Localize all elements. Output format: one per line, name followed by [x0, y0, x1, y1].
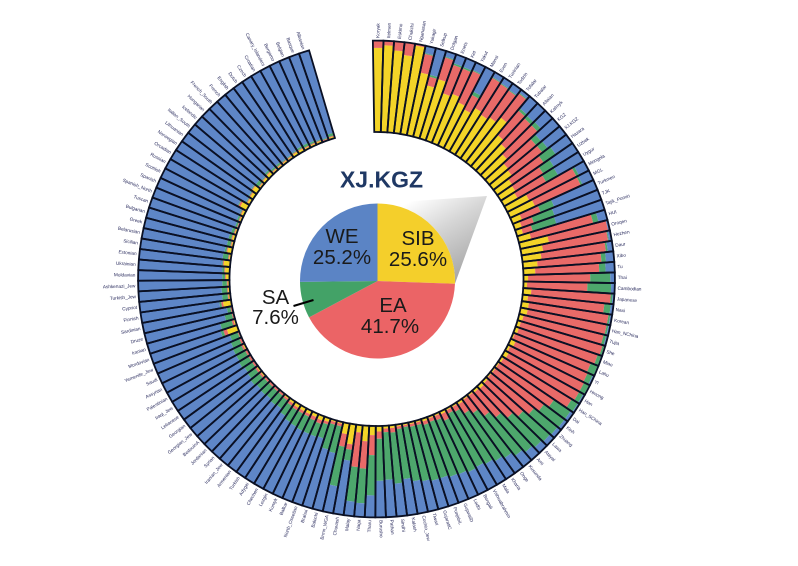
svg-text:Tuscan: Tuscan: [133, 194, 149, 204]
svg-text:7.6%: 7.6%: [252, 306, 299, 329]
svg-text:Belgian: Belgian: [275, 41, 286, 58]
svg-text:KGZ: KGZ: [556, 112, 567, 122]
svg-text:Basque: Basque: [285, 37, 295, 54]
svg-text:Enets: Enets: [460, 41, 469, 55]
svg-text:Chuvash: Chuvash: [332, 516, 340, 535]
svg-text:Yi: Yi: [594, 379, 600, 385]
svg-text:Han_NChina: Han_NChina: [612, 328, 640, 339]
svg-text:GujaratiC: GujaratiC: [442, 510, 453, 531]
svg-text:Burusho: Burusho: [378, 520, 383, 538]
svg-text:Brahui: Brahui: [300, 509, 309, 523]
svg-text:Eskimo: Eskimo: [397, 23, 403, 39]
svg-text:Japanese: Japanese: [617, 296, 638, 303]
svg-text:Uygur: Uygur: [582, 146, 596, 157]
svg-text:Miao: Miao: [602, 359, 614, 367]
svg-text:Selkup: Selkup: [439, 32, 448, 48]
svg-text:Ami: Ami: [536, 457, 545, 466]
svg-text:TJK: TJK: [601, 188, 611, 196]
svg-text:Chukchi: Chukchi: [408, 23, 415, 40]
svg-text:Lezgin: Lezgin: [258, 492, 269, 507]
svg-text:25.2%: 25.2%: [313, 246, 371, 269]
svg-text:Turkmen: Turkmen: [597, 174, 616, 186]
svg-text:Oroqen: Oroqen: [611, 218, 628, 226]
svg-text:Yakut: Yakut: [479, 50, 489, 63]
svg-text:Han: Han: [584, 398, 594, 407]
svg-text:Estonian: Estonian: [118, 249, 137, 256]
svg-text:Yukagir: Yukagir: [429, 28, 438, 45]
svg-text:Balkar: Balkar: [279, 501, 289, 516]
svg-text:Korean: Korean: [614, 318, 630, 326]
svg-text:Hmong: Hmong: [589, 389, 605, 401]
svg-text:Kumyk: Kumyk: [268, 497, 279, 513]
svg-text:MGL: MGL: [592, 167, 604, 176]
svg-text:Lodhi: Lodhi: [472, 498, 481, 511]
svg-text:Xibo: Xibo: [616, 253, 626, 259]
svg-text:Belarusian: Belarusian: [118, 226, 141, 235]
svg-text:Thai: Thai: [618, 275, 627, 280]
svg-text:Onge: Onge: [519, 471, 530, 483]
svg-text:Naxi: Naxi: [615, 307, 625, 313]
svg-text:Druze: Druze: [130, 336, 144, 344]
svg-text:Tiwari: Tiwari: [432, 513, 440, 526]
svg-text:Moldavian: Moldavian: [114, 272, 136, 277]
svg-text:Ket: Ket: [470, 49, 478, 58]
svg-text:Cambodian: Cambodian: [617, 286, 642, 292]
svg-text:HUI: HUI: [608, 209, 617, 216]
svg-text:Dolgan: Dolgan: [449, 35, 459, 51]
svg-text:Nganasan: Nganasan: [418, 20, 427, 42]
svg-text:Bengali: Bengali: [482, 494, 493, 510]
svg-text:Tu: Tu: [617, 264, 623, 269]
svg-text:Ukrainian: Ukrainian: [116, 261, 136, 267]
svg-text:Sardinian: Sardinian: [121, 326, 142, 335]
svg-text:Ashkenazi_Jew: Ashkenazi_Jew: [103, 283, 136, 289]
svg-text:WE: WE: [325, 225, 358, 248]
svg-text:PunjabiL: PunjabiL: [452, 506, 463, 525]
svg-text:Albanian: Albanian: [295, 31, 305, 50]
svg-text:Dai: Dai: [572, 417, 581, 425]
svg-text:Brmn_WGA: Brmn_WGA: [320, 514, 330, 540]
svg-text:XJ.KGZ: XJ.KGZ: [340, 167, 423, 193]
svg-text:Finnish: Finnish: [123, 315, 139, 322]
svg-text:SA: SA: [262, 286, 290, 309]
svg-text:Sindhi: Sindhi: [400, 519, 406, 532]
svg-text:Cochin_Jew: Cochin_Jew: [421, 515, 431, 542]
svg-text:Kalash: Kalash: [411, 517, 418, 532]
svg-text:Czech: Czech: [236, 64, 248, 78]
svg-text:EA: EA: [379, 294, 407, 317]
svg-text:Itelmen: Itelmen: [386, 22, 392, 38]
svg-text:Koryak: Koryak: [375, 23, 380, 38]
svg-text:41.7%: 41.7%: [361, 315, 419, 338]
svg-text:Mansi: Mansi: [489, 55, 499, 68]
svg-text:Lahu: Lahu: [598, 369, 610, 378]
svg-text:Dutch: Dutch: [227, 71, 238, 84]
svg-text:Hezhen: Hezhen: [613, 229, 630, 237]
svg-text:Adygei: Adygei: [238, 482, 250, 497]
svg-text:Tharu: Tharu: [367, 520, 372, 533]
svg-text:Kinh: Kinh: [565, 425, 576, 435]
svg-text:Iranian: Iranian: [131, 347, 147, 356]
svg-text:25.6%: 25.6%: [389, 248, 447, 271]
svg-text:Saudi: Saudi: [145, 377, 158, 387]
svg-text:Greek: Greek: [129, 217, 143, 225]
svg-text:Even: Even: [498, 61, 508, 73]
svg-text:Turkish_Jew: Turkish_Jew: [110, 294, 137, 301]
svg-text:SIB: SIB: [401, 227, 434, 250]
svg-text:Balochi: Balochi: [310, 512, 319, 528]
svg-text:Spanish: Spanish: [139, 172, 157, 184]
svg-text:Malay: Malay: [344, 518, 350, 532]
svg-text:Uzbek: Uzbek: [576, 136, 590, 148]
svg-text:Cypriot: Cypriot: [122, 305, 138, 312]
svg-text:Naga: Naga: [356, 519, 362, 531]
svg-text:Bulgarian: Bulgarian: [125, 204, 146, 214]
svg-text:Daur: Daur: [615, 241, 626, 247]
svg-text:Sicilian: Sicilian: [123, 238, 139, 245]
svg-text:She: She: [606, 349, 616, 356]
svg-text:Kharia: Kharia: [510, 477, 522, 491]
svg-text:Lawa: Lawa: [551, 442, 563, 454]
svg-text:Tujia: Tujia: [609, 339, 620, 347]
svg-text:Mala: Mala: [501, 483, 511, 495]
svg-text:Pathan: Pathan: [389, 520, 395, 536]
